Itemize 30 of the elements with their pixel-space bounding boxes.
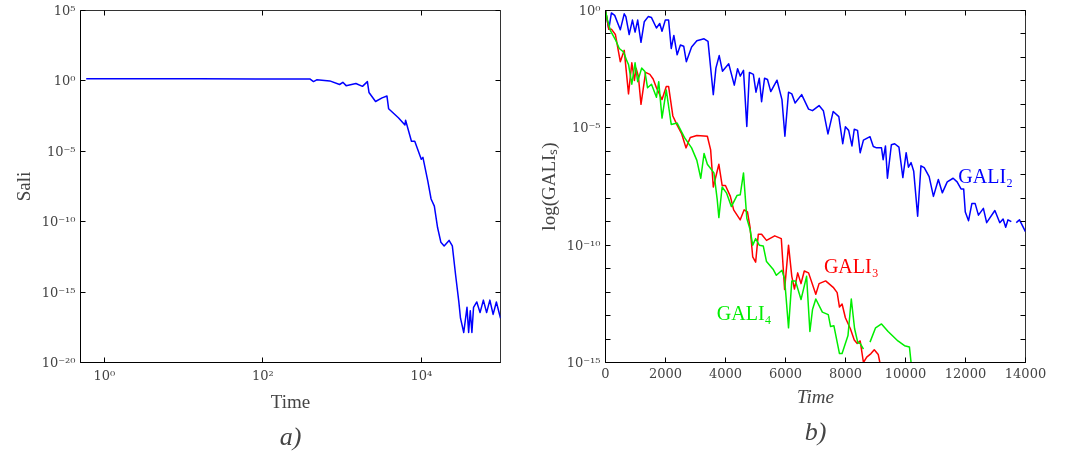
x-tick-label: 10² <box>251 367 274 383</box>
x-tick-label: 12000 <box>944 365 987 381</box>
x-tick-label: 14000 <box>1004 365 1047 381</box>
y-tick-label: 10⁻⁵ <box>571 120 601 136</box>
y-tick-label: 10⁻¹⁰ <box>566 237 601 253</box>
x-tick-label: 10000 <box>884 365 927 381</box>
x-tick-label: 2000 <box>648 365 683 381</box>
x-tick-label: 10⁴ <box>410 367 433 383</box>
x-tick-label: 0 <box>601 365 610 381</box>
y-tick-label: 10⁰ <box>578 3 601 18</box>
y-tick-label: 10⁵ <box>53 3 76 18</box>
x-tick-label: 10⁰ <box>93 367 116 383</box>
x-tick-label: 4000 <box>708 365 743 381</box>
y-axis-title: log(GALIₛ) <box>537 142 560 231</box>
y-axis-title: Sali <box>12 171 34 202</box>
y-tick-label: 10⁻²⁰ <box>41 355 76 370</box>
y-tick-label: 10⁻¹⁵ <box>41 284 76 300</box>
x-axis-title: Time <box>270 390 311 412</box>
series-label: GALI₂ <box>958 164 1014 187</box>
y-tick-label: 10⁻¹⁰ <box>41 214 76 230</box>
text: a) <box>279 421 302 451</box>
y-tick-label: 10⁻¹⁵ <box>566 355 601 370</box>
y-tick-label: 10⁰ <box>53 73 76 89</box>
text: b) <box>804 416 827 446</box>
x-tick-label: 6000 <box>768 365 803 381</box>
series-label: GALI₄ <box>716 302 772 325</box>
y-tick-label: 10⁻⁵ <box>46 143 76 159</box>
series-label: GALI₃ <box>823 255 879 278</box>
x-tick-label: 8000 <box>828 365 863 381</box>
x-axis-title: Time <box>797 385 834 407</box>
